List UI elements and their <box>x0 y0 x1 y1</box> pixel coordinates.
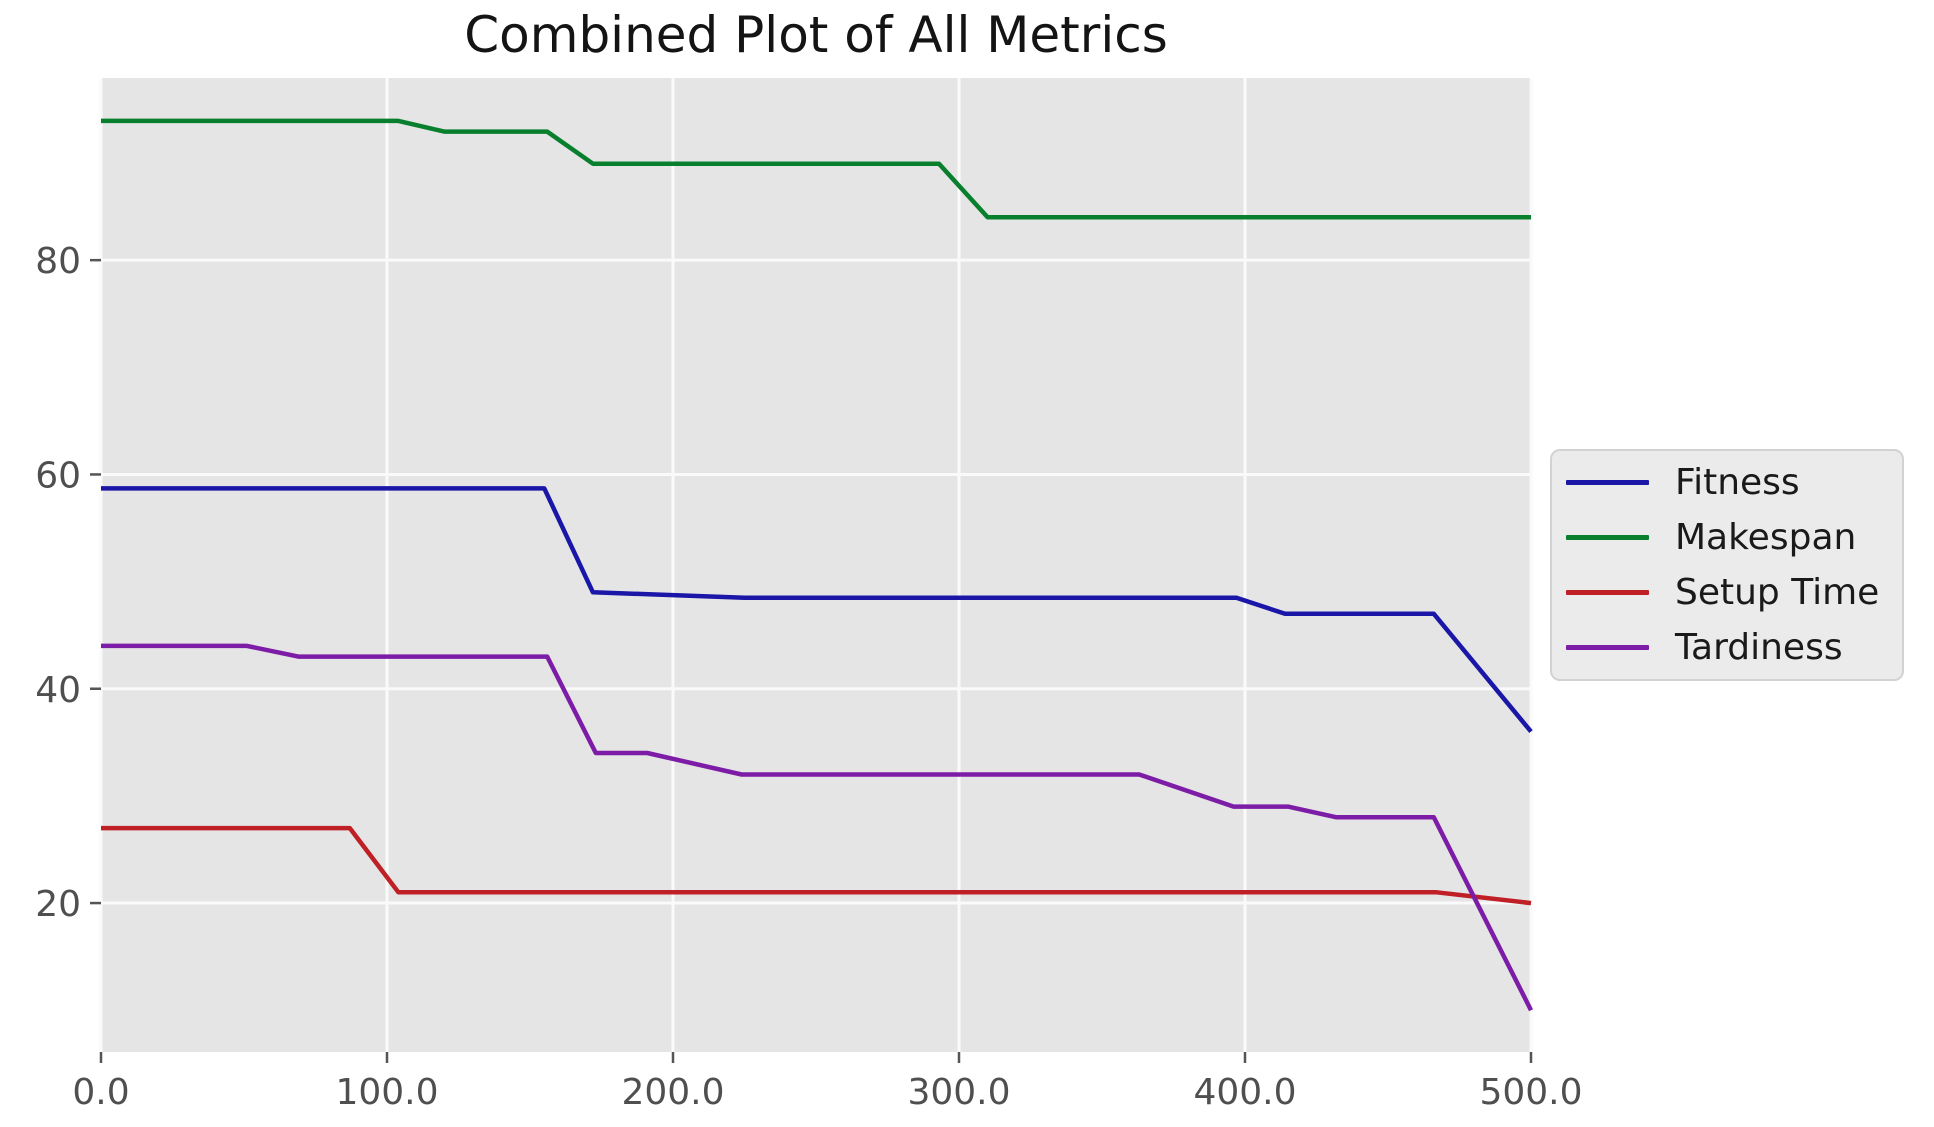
legend-label-fitness: Fitness <box>1675 462 1800 503</box>
x-tick-label-400.0: 400.0 <box>1193 1072 1296 1113</box>
series-line-tardiness <box>101 643 1534 1012</box>
chart-title: Combined Plot of All Metrics <box>464 6 1168 64</box>
y-tick-label-20: 20 <box>35 884 81 925</box>
x-tick-label-500.0: 500.0 <box>1479 1072 1582 1113</box>
series-line-fitness <box>101 486 1533 734</box>
legend-swatch-makespan <box>1566 535 1649 540</box>
y-tick-label-60: 60 <box>35 455 81 496</box>
plot-background <box>101 78 1531 1052</box>
legend-swatch-tardiness <box>1566 645 1649 650</box>
x-tick-label-200.0: 200.0 <box>621 1072 724 1113</box>
legend: Fitness Makespan Setup Time Tardiness <box>1550 449 1904 681</box>
legend-item-tardiness: Tardiness <box>1552 620 1902 675</box>
series-line-setup-time <box>101 825 1532 906</box>
x-tick-label-300.0: 300.0 <box>907 1072 1010 1113</box>
legend-item-fitness: Fitness <box>1552 455 1902 510</box>
legend-item-setup-time: Setup Time <box>1552 565 1902 620</box>
legend-label-makespan: Makespan <box>1675 517 1857 558</box>
legend-label-tardiness: Tardiness <box>1675 627 1843 668</box>
legend-label-setup-time: Setup Time <box>1675 572 1880 613</box>
y-tick-label-40: 40 <box>35 670 81 711</box>
x-tick-label-100.0: 100.0 <box>335 1072 438 1113</box>
y-tick-label-80: 80 <box>35 241 81 282</box>
legend-swatch-setup-time <box>1566 590 1649 595</box>
legend-swatch-fitness <box>1566 480 1649 485</box>
x-tick-label-0.0: 0.0 <box>72 1072 129 1113</box>
legend-item-makespan: Makespan <box>1552 510 1902 565</box>
series-line-makespan <box>101 118 1531 220</box>
